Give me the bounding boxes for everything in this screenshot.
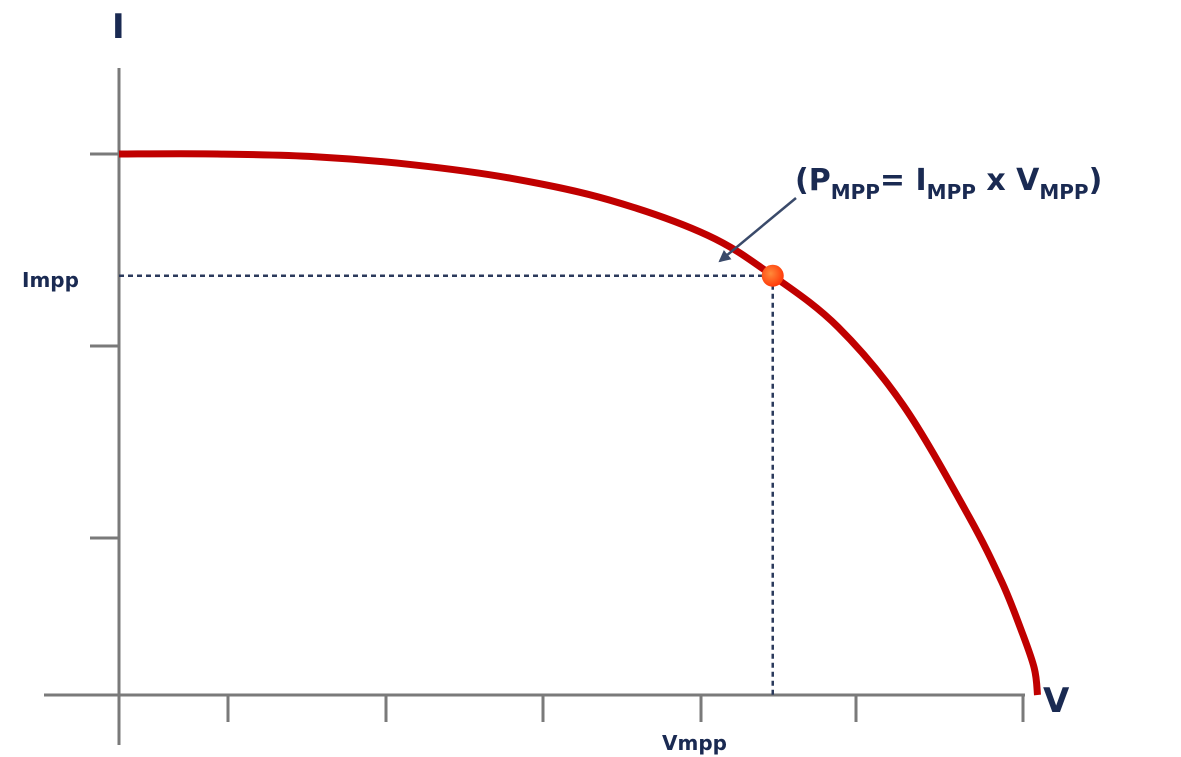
mpp-point (761, 264, 784, 287)
iv-curve-line (118, 150, 1041, 696)
formula-close: ) (1089, 163, 1103, 198)
formula-open: (P (795, 163, 831, 198)
formula-eq: = I (880, 163, 927, 198)
y-axis-label: I (112, 7, 125, 47)
formula-v-sub: MPP (1039, 180, 1088, 204)
y-axis-ticks (90, 152, 119, 540)
x-axis-ticks (226, 695, 1025, 722)
impp-tick-label: Impp (22, 268, 79, 292)
formula-i-sub: MPP (927, 180, 976, 204)
mpp-formula-annotation: (PMPP= IMPP x VMPP) (795, 163, 1102, 204)
formula-p-sub: MPP (831, 180, 880, 204)
x-axis-label: V (1043, 681, 1070, 721)
mpp-arrow (718, 197, 797, 263)
formula-times: x V (976, 163, 1040, 198)
vmpp-tick-label: Vmpp (662, 731, 727, 755)
